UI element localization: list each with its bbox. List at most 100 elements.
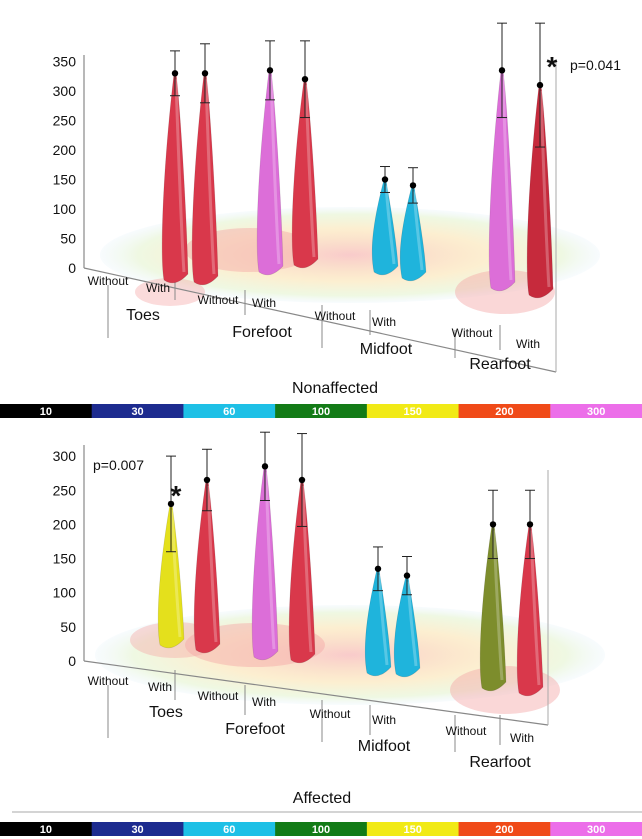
mean-point (201, 70, 209, 77)
colorbar-segment (458, 822, 551, 836)
bars-affected (157, 431, 544, 697)
bar-cone (191, 73, 219, 286)
significance-star-nonaffected: * (547, 51, 558, 82)
mean-point (203, 476, 211, 484)
colorbar-label: 10 (40, 824, 52, 836)
y-tick-label: 250 (53, 113, 77, 129)
bar-rearfoot-without (488, 22, 516, 292)
y-tick-label: 200 (53, 516, 77, 532)
bar-toes-with (191, 43, 219, 286)
bar-cone (251, 466, 279, 661)
bar-highlight (501, 76, 513, 281)
colorbar-segment (458, 404, 551, 418)
bar-cone (526, 84, 554, 299)
bar-cone (161, 73, 189, 284)
bar-cone (157, 503, 185, 649)
bars-nonaffected (161, 22, 554, 299)
category-labels-nonaffected: Without With Without With Without With Without… (88, 274, 540, 351)
colorbar-segment (366, 822, 460, 836)
category-labels-affected: Without With Without With Without With Without… (88, 674, 534, 745)
axes-affected (83, 445, 549, 752)
bar-highlight (539, 91, 551, 288)
group-label: Rearfoot (469, 356, 531, 373)
bar-rearfoot-without (479, 489, 507, 692)
group-labels-nonaffected: Toes Forefoot Midfoot Rearfoot (126, 307, 531, 373)
bar-toes-with (193, 448, 221, 654)
bar-highlight (174, 79, 186, 273)
colorbar-label: 150 (404, 406, 422, 418)
bar-cone (399, 185, 427, 282)
colorbar-label: 300 (587, 824, 605, 836)
y-tick-label: 250 (53, 482, 77, 498)
colorbar-segment (275, 404, 368, 418)
foot-map-nonaffected (100, 207, 600, 314)
y-tick-label: 0 (68, 653, 76, 669)
mean-point (409, 182, 417, 189)
bar-cone (488, 70, 516, 292)
axes-nonaffected (83, 55, 557, 373)
mean-point (498, 67, 506, 74)
mean-point (489, 521, 497, 528)
y-tick-label: 50 (60, 619, 76, 635)
category-label: Without (198, 293, 239, 307)
p-value-nonaffected: p=0.041 (570, 57, 621, 73)
bar-highlight (492, 530, 504, 681)
bar-highlight (264, 472, 276, 650)
y-tick-label: 150 (53, 172, 77, 188)
colorbar-segment (550, 404, 642, 418)
bar-forefoot-with (288, 433, 316, 664)
chart-title-nonaffected: Nonaffected (292, 380, 378, 397)
chart-title-affected: Affected (293, 790, 351, 807)
y-tick-label: 200 (53, 142, 77, 158)
category-label: With (510, 731, 534, 745)
y-tick-label: 100 (53, 201, 77, 217)
category-label: Without (446, 724, 487, 738)
mean-point (266, 67, 274, 74)
category-label: With (146, 281, 170, 295)
category-label: Without (310, 707, 351, 721)
y-tick-label: 150 (53, 551, 77, 567)
group-label: Toes (149, 704, 183, 721)
bar-highlight (206, 485, 218, 643)
bar-cone (291, 78, 319, 269)
mean-point (167, 500, 175, 508)
colorbar-label: 200 (495, 406, 513, 418)
bar-highlight (406, 581, 418, 667)
bar-highlight (301, 485, 313, 653)
mean-point (381, 176, 389, 183)
bar-rearfoot-with (526, 22, 554, 299)
category-label: Without (198, 689, 239, 703)
y-tick-label: 300 (53, 448, 77, 464)
mean-point (374, 565, 382, 572)
colorbar-label: 100 (312, 406, 330, 418)
group-label: Forefoot (225, 721, 285, 738)
bar-midfoot-with (393, 556, 421, 678)
colorbar-nonaffected: 10 30 60 100 150 200 300 (0, 404, 642, 418)
colorbar-segment (0, 404, 93, 418)
significance-star-affected: * (171, 480, 182, 511)
category-label: With (148, 680, 172, 694)
colorbar-label: 30 (131, 824, 143, 836)
category-label: With (252, 296, 276, 310)
bar-toes-without (157, 455, 185, 649)
y-tick-label: 300 (53, 83, 77, 99)
group-labels-affected: Toes Forefoot Midfoot Rearfoot (149, 704, 531, 771)
category-label: Without (315, 309, 356, 323)
colorbar-segment (550, 822, 642, 836)
group-label: Rearfoot (469, 754, 531, 771)
bar-toes-without (161, 50, 189, 284)
colorbar-label: 60 (223, 824, 235, 836)
y-tick-label: 0 (68, 260, 76, 276)
panel-affected: 0 50 100 150 200 250 300 Without With Without Wit… (53, 431, 605, 807)
bar-forefoot-with (291, 40, 319, 269)
bar-highlight (269, 76, 281, 265)
group-label: Forefoot (232, 324, 292, 341)
colorbar-label: 300 (587, 406, 605, 418)
mean-point (526, 521, 534, 528)
colorbar-label: 60 (223, 406, 235, 418)
colorbar-label: 150 (404, 824, 422, 836)
bar-midfoot-without (364, 546, 392, 677)
group-label: Midfoot (360, 341, 413, 358)
bar-cone (288, 479, 316, 664)
y-tick-label: 100 (53, 585, 77, 601)
